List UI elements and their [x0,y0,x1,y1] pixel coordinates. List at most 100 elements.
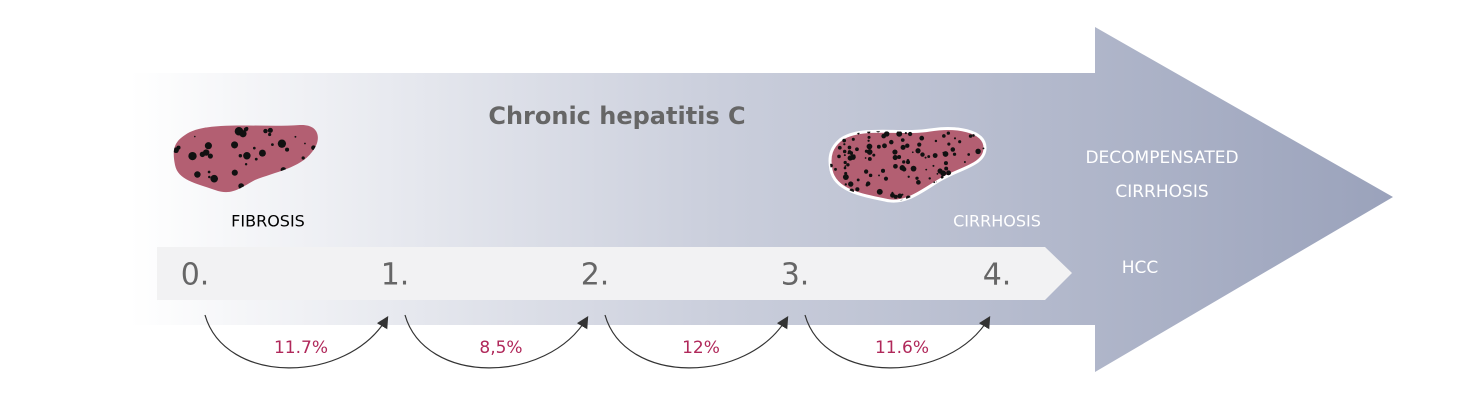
liver-dot [268,132,272,137]
liver-dot [173,147,179,154]
liver-dot [868,173,873,178]
liver-dot [876,188,883,195]
liver-dot [210,174,219,183]
liver-dot [942,151,945,154]
liver-dot [843,160,847,165]
liver-dot [837,154,841,159]
liver-dot [900,138,905,142]
liver-dot [202,149,210,156]
liver-dot [194,171,201,178]
stage-label: CIRRHOSIS [953,212,1041,231]
outcome-label: DECOMPENSATED [1085,148,1238,168]
liver-dot [883,176,889,181]
liver-dot [285,147,290,152]
liver-dot [878,174,880,177]
liver-dot [896,130,903,137]
liver-dot [844,183,847,186]
liver-dot [946,170,952,176]
liver-dot [846,163,850,167]
liver-dot [867,157,872,161]
transition-arrow [204,314,389,369]
liver-dot [906,160,911,165]
liver-dot [892,149,898,155]
liver-dot [968,134,973,138]
liver-dot [911,151,914,154]
liver-dot [843,154,846,157]
liver-dot [244,163,248,166]
liver-dot [917,142,922,147]
transition-rate: 11.6% [875,338,929,358]
liver-dot [919,135,925,141]
liver-dot [842,149,847,154]
liver-dot [932,164,935,167]
liver-dot [950,147,956,152]
liver-dot [842,138,847,143]
liver-dot [907,131,913,137]
liver-dot [892,154,898,161]
liver-dot [208,175,211,179]
liver-dot [952,152,957,156]
liver-dot [943,161,948,166]
liver-dot [304,142,306,145]
liver-dot [953,137,957,140]
liver-dot [936,172,939,175]
liver-dot [916,180,921,185]
stage-number: 4. [983,258,1012,293]
liver-dot [837,145,842,150]
liver-dot [847,145,852,150]
liver-dot [946,131,951,135]
stage-number: 3. [781,258,810,293]
transition-arrow [404,314,589,369]
liver-dot [258,149,266,157]
liver-dot [928,177,931,180]
liver-dot [867,139,870,142]
liver-dot [852,154,856,158]
liver-dot [834,167,837,171]
liver-dot [243,127,248,132]
liver-dot [910,165,917,172]
liver-dot [924,156,927,159]
liver-dot [901,193,904,196]
liver-dot [881,133,887,139]
liver-dot [301,156,305,160]
liver-dot [194,135,196,138]
liver-dot [866,149,873,155]
stage-band [157,247,1072,300]
liver-dot [944,166,949,171]
liver-dot [890,192,895,198]
title: Chronic hepatitis C [488,102,745,130]
liver-dot [231,141,239,149]
liver-dot [855,147,859,152]
liver-dot [915,176,919,180]
liver-dot [915,148,921,154]
liver-dot [925,168,928,171]
transition-rate: 8,5% [479,338,522,358]
liver-dot [207,153,213,159]
liver-dot [982,147,985,150]
liver-dot [889,139,894,145]
liver-dot [905,143,910,148]
liver-dot [897,193,903,199]
transition-rate: 11.7% [274,338,328,358]
liver-dot [972,134,975,137]
liver-dot [851,137,855,141]
liver-dot [239,130,247,138]
liver-dot [934,139,938,143]
liver-dot [252,146,256,150]
liver-dot [204,142,212,150]
liver-dot [904,132,907,135]
liver-dot [263,128,268,134]
liver-dot [842,174,849,180]
stage-number: 2. [581,258,610,293]
outcome-label: HCC [1122,258,1159,278]
transition-arrow [604,314,789,369]
liver-dot [238,154,243,158]
liver-dot [947,142,951,146]
liver-dot [872,153,876,157]
liver-dot [267,127,273,133]
stage-number: 0. [181,258,210,293]
transition-rate: 12% [682,338,720,358]
liver-dot [940,175,944,179]
liver-dot [900,144,906,150]
